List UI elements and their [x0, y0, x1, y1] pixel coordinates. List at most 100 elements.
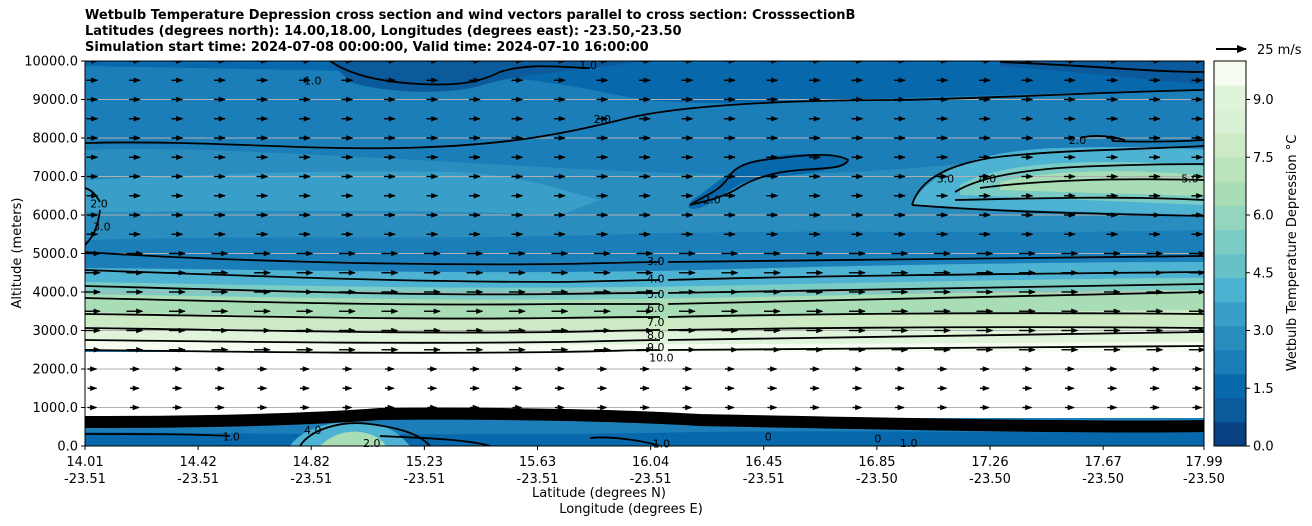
field-band-9000 — [85, 340, 1204, 354]
colorbar-segment — [1214, 301, 1246, 327]
wind-vectors — [85, 61, 1204, 411]
contour-label: 4.0 — [304, 424, 322, 437]
contour-line-3b — [667, 255, 1204, 263]
y-tick-label: 9000.0 — [33, 93, 79, 108]
contour-label: 1.0 — [222, 430, 240, 443]
contour-label: 2.0 — [1069, 134, 1087, 147]
contour-line-8 — [85, 327, 661, 334]
field-boundary-layer-dark — [85, 431, 1204, 446]
contour-line-9 — [85, 339, 661, 344]
contour-line-2-right-edge — [1111, 139, 1204, 143]
contour-label: 10.0 — [649, 351, 674, 364]
field-dark-blob — [688, 153, 848, 209]
chart-subtitle-2: Simulation start time: 2024-07-08 00:00:… — [85, 40, 649, 55]
y-tick-label: 5000.0 — [33, 247, 79, 262]
colorbar-tick-label: 6.0 — [1253, 209, 1274, 224]
x-tick-label-lon: -23.51 — [290, 472, 332, 487]
colorbar-frame — [1213, 60, 1247, 447]
colorbar-label: Wetbulb Temperature Depression °C — [1285, 135, 1300, 372]
x-tick-label-lon: -23.51 — [64, 472, 106, 487]
colorbar-segment — [1214, 325, 1246, 351]
contour-label: 4.0 — [647, 273, 665, 286]
contour-line-2-upper — [85, 89, 1204, 150]
contour-line-5 — [85, 285, 661, 296]
wind-reference-label: 25 m/s — [1257, 43, 1302, 58]
contour-line-10 — [85, 349, 661, 354]
x-tick-label-lon: -23.51 — [403, 472, 445, 487]
x-tick-label-lon: -23.51 — [743, 472, 785, 487]
contour-line-3-left — [85, 209, 101, 246]
x-tick-label-lon: -23.50 — [856, 472, 898, 487]
colorbar-segment — [1214, 277, 1246, 303]
y-axis-label: Altitude (meters) — [10, 198, 25, 309]
colorbar-segment — [1214, 421, 1246, 447]
contour-label: 3.0 — [647, 255, 665, 268]
contour-line-6 — [85, 297, 660, 306]
colorbar-segment — [1214, 85, 1246, 110]
contour-label: 5.0 — [647, 288, 665, 301]
colorbar-segment — [1214, 349, 1246, 375]
contour-label: 3.0 — [93, 221, 111, 234]
contour-line-boundary-3 — [379, 435, 491, 446]
contour-line-2-right-loop — [1079, 134, 1126, 141]
contour-label: 1.0 — [653, 438, 671, 451]
y-tick-label: 2000.0 — [33, 363, 79, 378]
y-tick-label: 0.0 — [57, 440, 78, 455]
contour-line-4-right — [954, 163, 1204, 193]
contour-label: 1.0 — [900, 437, 918, 450]
colorbar-segment — [1214, 157, 1246, 182]
wind-reference-key: 25 m/s — [1216, 43, 1302, 58]
contour-lines — [85, 61, 1204, 446]
contour-label: 7.0 — [647, 316, 665, 329]
field-band-top-darkest — [330, 61, 640, 92]
colorbar-segment — [1214, 109, 1246, 134]
x-tick-label-lat: 17.26 — [971, 455, 1008, 470]
field-band-mid-left — [85, 171, 600, 215]
contour-line-4 — [85, 269, 661, 283]
contour-label: 2.0 — [703, 194, 721, 207]
colorbar-tick-label: 4.5 — [1253, 266, 1274, 281]
x-tick-label-lon: -23.50 — [1082, 472, 1124, 487]
contour-line-3 — [85, 251, 661, 266]
contour-line-8b — [667, 326, 1204, 331]
contour-label: 5.0 — [1181, 172, 1199, 185]
contour-label: 2.0 — [363, 437, 381, 450]
contour-line-1-upper — [329, 61, 591, 86]
x-tick-label-lon: -23.51 — [177, 472, 219, 487]
colorbar-tick-label: 9.0 — [1253, 93, 1274, 108]
y-tick-label: 1000.0 — [33, 401, 79, 416]
field-band-7000 — [85, 310, 1204, 335]
contour-label: 0 — [765, 430, 772, 443]
colorbar-segment — [1214, 181, 1246, 206]
colorbar-segment — [1214, 229, 1246, 254]
contour-label: 1.0 — [580, 59, 598, 72]
y-tick-label: 4000.0 — [33, 286, 79, 301]
chart-title-block: Wetbulb Temperature Depression cross sec… — [85, 8, 855, 56]
field-band-top-right-dark — [1000, 61, 1204, 84]
x-tick-label-lat: 17.99 — [1185, 455, 1222, 470]
colorbar-segment — [1214, 133, 1246, 158]
x-tick-label-lon: -23.51 — [517, 472, 559, 487]
y-tick-label: 10000.0 — [24, 55, 78, 70]
colorbar-segment — [1214, 373, 1246, 399]
x-tick-label-lat: 14.42 — [180, 455, 217, 470]
x-axis-label: Latitude (degrees N) — [532, 486, 666, 501]
x-tick-label-lat: 14.01 — [66, 455, 103, 470]
field-warm-right-3 — [1000, 171, 1204, 196]
contour-label: 3.0 — [937, 172, 955, 185]
x-tick-label-lat: 16.04 — [632, 455, 669, 470]
colorbar: 0.0 1.5 3.0 4.5 6.0 7.5 9.0 — [1213, 60, 1274, 455]
colorbar-segment — [1214, 253, 1246, 279]
contour-line-7 — [85, 313, 661, 320]
colorbar-tick-label: 7.5 — [1253, 151, 1274, 166]
x-tick-label-lat: 16.45 — [745, 455, 782, 470]
colorbar-segment — [1214, 205, 1246, 230]
contour-label: 2.0 — [90, 197, 108, 210]
contour-label: 4.0 — [979, 172, 997, 185]
contour-label: 10.0 — [632, 412, 657, 425]
colorbar-tick-label: 0.0 — [1253, 440, 1274, 455]
contour-line-boundary-4 — [589, 436, 661, 446]
y-tick-label: 3000.0 — [33, 324, 79, 339]
contour-line-1-right — [999, 61, 1204, 73]
